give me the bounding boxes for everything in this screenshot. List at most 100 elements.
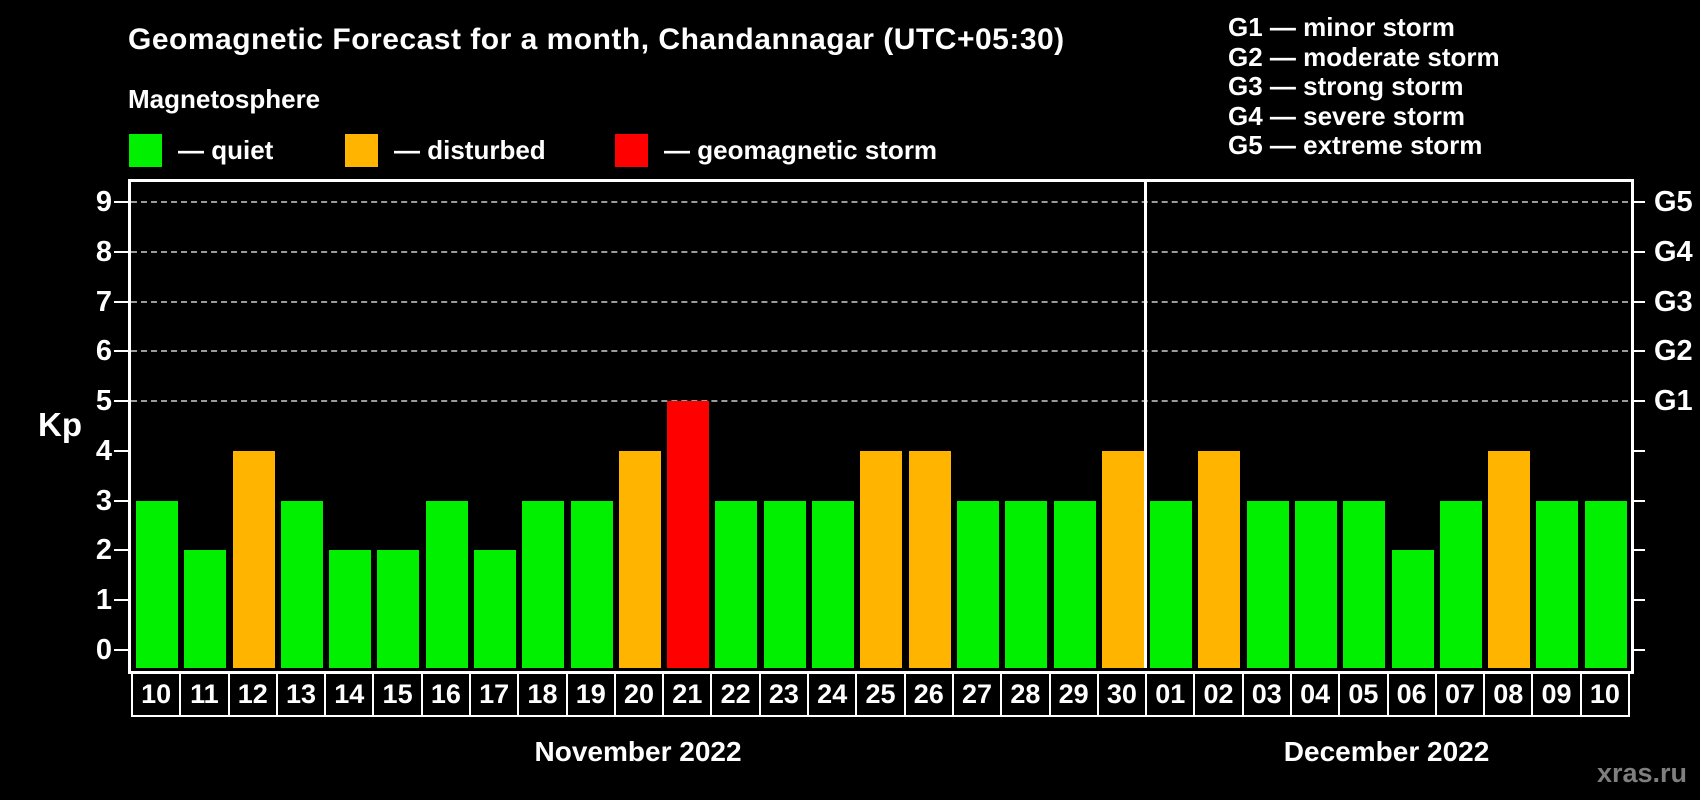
x-date-cell-08: 08: [1483, 671, 1534, 717]
y-axis-tick-right: [1631, 201, 1645, 203]
y-axis-tick-left: [114, 400, 128, 403]
x-date-cell-19: 19: [565, 671, 616, 717]
y-axis-title: Kp: [38, 406, 82, 443]
legend-label: — disturbed: [394, 134, 546, 165]
legend-label: — geomagnetic storm: [664, 134, 938, 165]
legend-item-quiet: — quiet: [129, 133, 273, 167]
bar-day-24: [812, 500, 855, 668]
y-tick-label-6: 6: [95, 335, 112, 368]
y-axis-tick-right: [1631, 400, 1645, 403]
x-date-cell-17: 17: [469, 671, 520, 717]
bar-day-18: [522, 500, 565, 668]
y-axis-tick-left: [114, 201, 128, 203]
g-level-label-g4: G4: [1654, 235, 1693, 268]
bar-day-28: [1005, 500, 1048, 668]
x-date-cell-21: 21: [662, 671, 713, 717]
y-tick-label-1: 1: [95, 584, 112, 617]
x-date-cell-01: 01: [1145, 671, 1196, 717]
y-tick-label-0: 0: [95, 634, 112, 666]
g4-legend-line: G4 — severe storm: [1228, 100, 1466, 131]
x-date-cell-10: 10: [1579, 671, 1630, 717]
g-level-label-g2: G2: [1654, 335, 1693, 368]
storm-swatch: [615, 133, 648, 167]
y-axis-tick-left: [114, 300, 128, 303]
bar-day-15: [377, 550, 420, 668]
bar-day-17: [474, 550, 517, 668]
x-date-cell-18: 18: [517, 671, 568, 717]
watermark: xras.ru: [1596, 758, 1687, 788]
bar-day-02: [1198, 450, 1241, 668]
bar-day-08: [1488, 450, 1531, 668]
bar-day-04: [1294, 500, 1337, 668]
bar-day-16: [425, 500, 468, 668]
y-axis-tick-left: [114, 549, 128, 552]
x-date-cell-09: 09: [1531, 671, 1582, 717]
y-axis-tick-right: [1631, 499, 1645, 502]
y-axis-tick-right: [1631, 649, 1645, 651]
bar-day-30: [1101, 450, 1144, 668]
x-date-cell-07: 07: [1434, 671, 1486, 717]
g-level-label-g1: G1: [1654, 385, 1693, 418]
gridline-kp5: [131, 400, 1628, 403]
g-level-label-g3: G3: [1654, 285, 1693, 318]
x-date-cell-03: 03: [1241, 671, 1292, 717]
y-axis-tick-left: [114, 499, 128, 502]
x-date-cell-25: 25: [855, 671, 906, 717]
x-date-cell-16: 16: [420, 671, 472, 717]
x-date-cell-27: 27: [951, 671, 1003, 717]
bar-day-12: [232, 450, 275, 668]
x-date-cell-29: 29: [1048, 671, 1099, 717]
bar-day-26: [908, 450, 951, 668]
x-date-cell-28: 28: [1000, 671, 1051, 717]
chart-title: Geomagnetic Forecast for a month, Chanda…: [128, 23, 1065, 56]
bar-day-03: [1246, 500, 1289, 668]
bar-day-07: [1439, 500, 1482, 668]
bar-day-29: [1053, 500, 1096, 668]
y-axis-tick-right: [1631, 250, 1645, 253]
y-axis-tick-left: [114, 599, 128, 602]
x-date-cell-10: 10: [131, 671, 182, 717]
g1-legend-line: G1 — minor storm: [1228, 12, 1455, 42]
g-level-label-g5: G5: [1654, 186, 1693, 218]
y-tick-label-2: 2: [95, 534, 112, 567]
month-label-december: December 2022: [1283, 736, 1490, 767]
y-axis-tick-left: [114, 449, 128, 452]
y-tick-label-3: 3: [95, 484, 112, 517]
x-date-cell-20: 20: [613, 671, 665, 717]
bar-day-11: [184, 550, 227, 668]
quiet-swatch: [129, 133, 162, 167]
x-date-cell-22: 22: [710, 671, 761, 717]
y-axis-tick-right: [1631, 599, 1645, 602]
bar-day-09: [1536, 500, 1579, 668]
bar-day-19: [570, 500, 613, 668]
x-date-cell-24: 24: [807, 671, 858, 717]
bar-day-06: [1391, 550, 1434, 668]
gridline-kp6: [131, 350, 1628, 353]
month-label-november: November 2022: [534, 736, 742, 767]
x-date-cell-02: 02: [1193, 671, 1244, 717]
gridline-kp7: [131, 300, 1628, 303]
x-date-cell-15: 15: [372, 671, 423, 717]
g-scale-legend: G1 — minor storm G2 — moderate storm G3 …: [1228, 12, 1500, 161]
legend-item-storm: — geomagnetic storm: [615, 133, 937, 167]
y-axis-tick-right: [1631, 549, 1645, 552]
x-date-cell-11: 11: [179, 671, 230, 717]
y-tick-label-9: 9: [95, 186, 112, 218]
y-tick-label-4: 4: [95, 434, 112, 467]
x-date-cell-30: 30: [1096, 671, 1148, 717]
bar-day-10: [1584, 500, 1627, 668]
x-date-cell-23: 23: [758, 671, 810, 717]
bar-day-27: [956, 500, 999, 668]
y-axis-tick-left: [114, 350, 128, 353]
y-axis-tick-left: [114, 250, 128, 253]
x-date-cell-04: 04: [1289, 671, 1341, 717]
plot-frame: [128, 179, 1634, 674]
g2-legend-line: G2 — moderate storm: [1228, 41, 1500, 72]
g3-legend-line: G3 — strong storm: [1228, 71, 1464, 102]
g5-legend-line: G5 — extreme storm: [1228, 130, 1483, 161]
y-axis-tick-right: [1631, 449, 1645, 452]
x-date-cell-12: 12: [227, 671, 278, 717]
y-axis-tick-right: [1631, 350, 1645, 353]
bar-day-14: [329, 550, 372, 668]
